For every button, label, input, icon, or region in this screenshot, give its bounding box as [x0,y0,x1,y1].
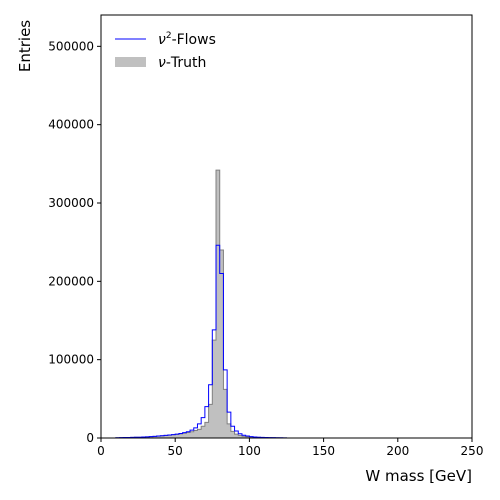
legend-truth-main: ν [158,55,166,71]
y-tick-label: 300000 [48,196,94,210]
y-tick-label: 500000 [48,39,94,53]
legend-label-flows: ν2-Flows [158,31,216,48]
x-axis-label: W mass [GeV] [365,467,472,485]
series-flows-line [115,244,291,439]
x-tick-label: 150 [312,444,335,458]
x-axis: 0 50 100 150 200 250 [97,438,483,458]
x-tick-label: 0 [97,444,105,458]
x-tick-label: 100 [238,444,261,458]
legend-flows-main: ν [158,32,166,48]
x-tick-label: 200 [386,444,409,458]
y-tick-label: 200000 [48,274,94,288]
legend-flows-sup: 2 [166,31,172,41]
legend-flows-rest: -Flows [172,32,216,48]
legend-label-truth: ν-Truth [158,55,206,71]
y-tick-label: 100000 [48,353,94,367]
y-axis-label: Entries [16,20,34,72]
y-tick-label: 400000 [48,118,94,132]
x-tick-label: 50 [168,444,183,458]
x-tick-label: 250 [461,444,484,458]
plot-frame [100,14,473,439]
y-tick-label: 0 [86,431,94,445]
plot-area [115,169,291,439]
y-axis: 0 100000 200000 300000 400000 500000 [48,39,101,445]
legend-truth-rest: -Truth [166,55,207,71]
legend: ν2-Flows ν-Truth [115,31,216,71]
legend-swatch-truth [115,57,146,67]
series-truth-fill [115,169,291,439]
